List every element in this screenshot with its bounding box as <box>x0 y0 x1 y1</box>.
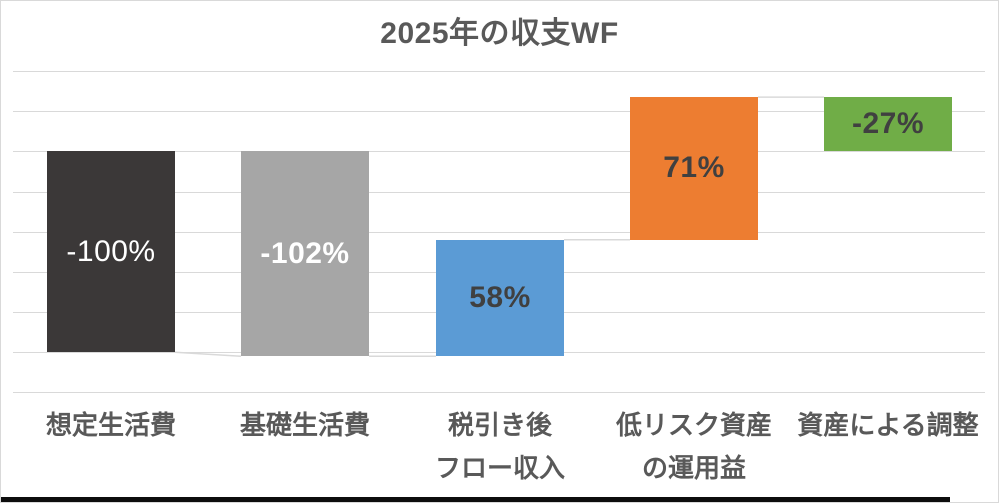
category-label-line: 低リスク資産 <box>615 410 772 440</box>
gridline--120pct <box>13 392 985 394</box>
waterfall-bar-5[interactable]: -27% <box>824 97 952 152</box>
gridline--40pct <box>13 231 985 233</box>
category-label-line: 資産による調整 <box>797 410 979 440</box>
gridline--20pct <box>13 191 985 193</box>
gridline-20pct <box>13 111 985 113</box>
bar-value-label-5: -27% <box>851 107 925 141</box>
bottom-edge-bar <box>1 497 950 502</box>
waterfall-connector-lines <box>174 96 824 357</box>
category-label-line: の運用益 <box>641 453 746 483</box>
bar-value-label-4: 71% <box>663 151 725 185</box>
waterfall-bar-4[interactable]: 71% <box>630 97 758 240</box>
category-label-3: 税引き後 フロー収入 <box>395 404 605 490</box>
bar-value-label-2: -102% <box>260 236 350 270</box>
category-label-5: 資産による調整 <box>783 404 993 447</box>
category-label-1: 想定生活費 <box>6 404 216 447</box>
connector-line-1 <box>174 351 242 357</box>
category-label-2: 基礎生活費 <box>200 404 410 447</box>
bar-value-label-1: -100% <box>66 234 156 268</box>
gridline-40pct <box>13 71 985 72</box>
category-label-line: 税引き後 <box>447 410 552 440</box>
waterfall-bar-1[interactable]: -100% <box>47 151 175 353</box>
category-label-line: フロー収入 <box>434 453 565 483</box>
gridline-0pct <box>13 151 985 153</box>
category-label-4: 低リスク資産 の運用益 <box>589 404 799 490</box>
plot-area: -100% -102% 58% 71% -27% <box>13 71 991 394</box>
waterfall-bar-2[interactable]: -102% <box>241 151 369 357</box>
chart-title: 2025年の収支WF <box>380 17 619 50</box>
category-label-line: 想定生活費 <box>45 410 176 440</box>
waterfall-bar-3[interactable]: 58% <box>436 239 564 357</box>
category-label-line: 基礎生活費 <box>239 410 370 440</box>
bar-value-label-3: 58% <box>469 280 531 314</box>
